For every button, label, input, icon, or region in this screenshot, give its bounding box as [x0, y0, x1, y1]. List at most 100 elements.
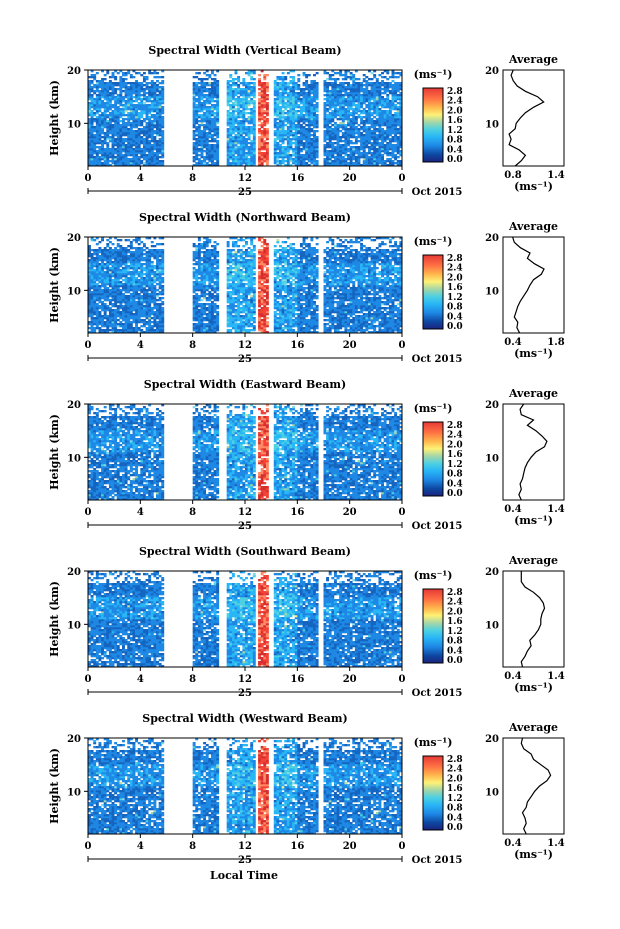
- heatmap-cell: [111, 315, 115, 318]
- heatmap-cell: [148, 152, 152, 155]
- heatmap-cell: [192, 106, 196, 109]
- heatmap-cell: [328, 128, 332, 131]
- heatmap-cell: [124, 253, 128, 256]
- heatmap-cell: [370, 132, 374, 135]
- heatmap-cell: [245, 132, 248, 135]
- heatmap-cell: [331, 74, 335, 77]
- heatmap-cell: [127, 281, 131, 284]
- heatmap-cell: [140, 325, 144, 328]
- heatmap-cell: [263, 74, 267, 77]
- heatmap-cell: [148, 98, 152, 101]
- heatmap-cell: [360, 110, 364, 113]
- heatmap-cell: [281, 104, 285, 107]
- heatmap-cell: [289, 104, 293, 107]
- heatmap-cell: [305, 110, 309, 113]
- heatmap-cell: [263, 156, 267, 159]
- heatmap-cell: [129, 303, 133, 306]
- heatmap-cell: [250, 76, 254, 79]
- heatmap-cell: [93, 271, 97, 274]
- heatmap-cell: [103, 293, 107, 296]
- heatmap-cell: [145, 279, 149, 282]
- heatmap-cell: [200, 96, 204, 99]
- heatmap-cell: [273, 146, 277, 149]
- heatmap-cell: [370, 126, 374, 129]
- heatmap-cell: [365, 134, 369, 137]
- heatmap-cell: [142, 245, 146, 248]
- heatmap-cell: [140, 257, 144, 260]
- heatmap-cell: [365, 154, 369, 157]
- heatmap-cell: [101, 114, 104, 117]
- heatmap-cell: [192, 90, 196, 93]
- heatmap-cell: [386, 150, 390, 153]
- heatmap-cell: [135, 259, 139, 262]
- heatmap-cell: [339, 110, 343, 113]
- heatmap-cell: [132, 309, 136, 312]
- heatmap-cell: [192, 134, 196, 137]
- heatmap-cell: [386, 78, 390, 81]
- heatmap-cell: [339, 70, 343, 73]
- heatmap-cell: [375, 120, 379, 123]
- heatmap-cell: [247, 152, 251, 155]
- heatmap-cell: [88, 132, 91, 135]
- heatmap-cell: [216, 126, 220, 129]
- heatmap-cell: [148, 317, 152, 320]
- heatmap-cell: [305, 118, 309, 121]
- heatmap-cell: [333, 86, 337, 89]
- heatmap-cell: [360, 128, 364, 131]
- heatmap-cell: [360, 84, 364, 87]
- heatmap-cell: [286, 82, 290, 85]
- heatmap-cell: [108, 237, 112, 240]
- heatmap-cell: [208, 108, 212, 111]
- heatmap-cell: [135, 283, 139, 286]
- heatmap-cell: [289, 122, 293, 125]
- heatmap-cell: [237, 126, 241, 129]
- heatmap-cell: [286, 114, 290, 117]
- heatmap-cell: [396, 138, 400, 141]
- heatmap-cell: [210, 156, 214, 159]
- heatmap-cell: [95, 315, 99, 318]
- heatmap-cell: [114, 293, 118, 296]
- heatmap-cell: [127, 112, 131, 115]
- heatmap-cell: [210, 134, 214, 137]
- heatmap-cell: [315, 136, 319, 139]
- heatmap-cell: [142, 150, 146, 153]
- heatmap-cell: [135, 281, 139, 284]
- heatmap-cell: [242, 140, 246, 143]
- heatmap-cell: [111, 140, 115, 143]
- heatmap-cell: [106, 130, 110, 133]
- heatmap-cell: [284, 88, 288, 91]
- heatmap-cell: [365, 130, 369, 133]
- heatmap-cell: [108, 150, 112, 153]
- heatmap-cell: [148, 160, 152, 163]
- heatmap-cell: [150, 96, 154, 99]
- heatmap-cell: [336, 102, 340, 105]
- heatmap-cell: [116, 315, 120, 318]
- heatmap-cell: [156, 110, 159, 113]
- heatmap-cell: [234, 136, 238, 139]
- heatmap-cell: [205, 154, 209, 157]
- heatmap-cell: [95, 323, 99, 326]
- heatmap-cell: [210, 70, 214, 73]
- heatmap-cell: [292, 88, 296, 91]
- heatmap-cell: [347, 154, 350, 157]
- heatmap-cell: [357, 96, 361, 99]
- heatmap-cell: [153, 70, 157, 73]
- heatmap-cell: [378, 110, 382, 113]
- heatmap-cell: [313, 134, 316, 137]
- heatmap-cell: [132, 160, 136, 163]
- heatmap-cell: [114, 283, 118, 286]
- heatmap-cell: [200, 124, 204, 127]
- heatmap-cell: [331, 136, 335, 139]
- heatmap-cell: [90, 239, 94, 242]
- heatmap-cell: [310, 128, 314, 131]
- heatmap-cell: [116, 156, 120, 159]
- heatmap-cell: [124, 82, 128, 85]
- heatmap-cell: [200, 114, 204, 117]
- heatmap-cell: [292, 94, 296, 97]
- heatmap-cell: [122, 323, 125, 326]
- heatmap-cell: [192, 126, 196, 129]
- heatmap-cell: [347, 84, 350, 87]
- heatmap-cell: [294, 136, 298, 139]
- heatmap-cell: [305, 98, 309, 101]
- heatmap-cell: [229, 116, 233, 119]
